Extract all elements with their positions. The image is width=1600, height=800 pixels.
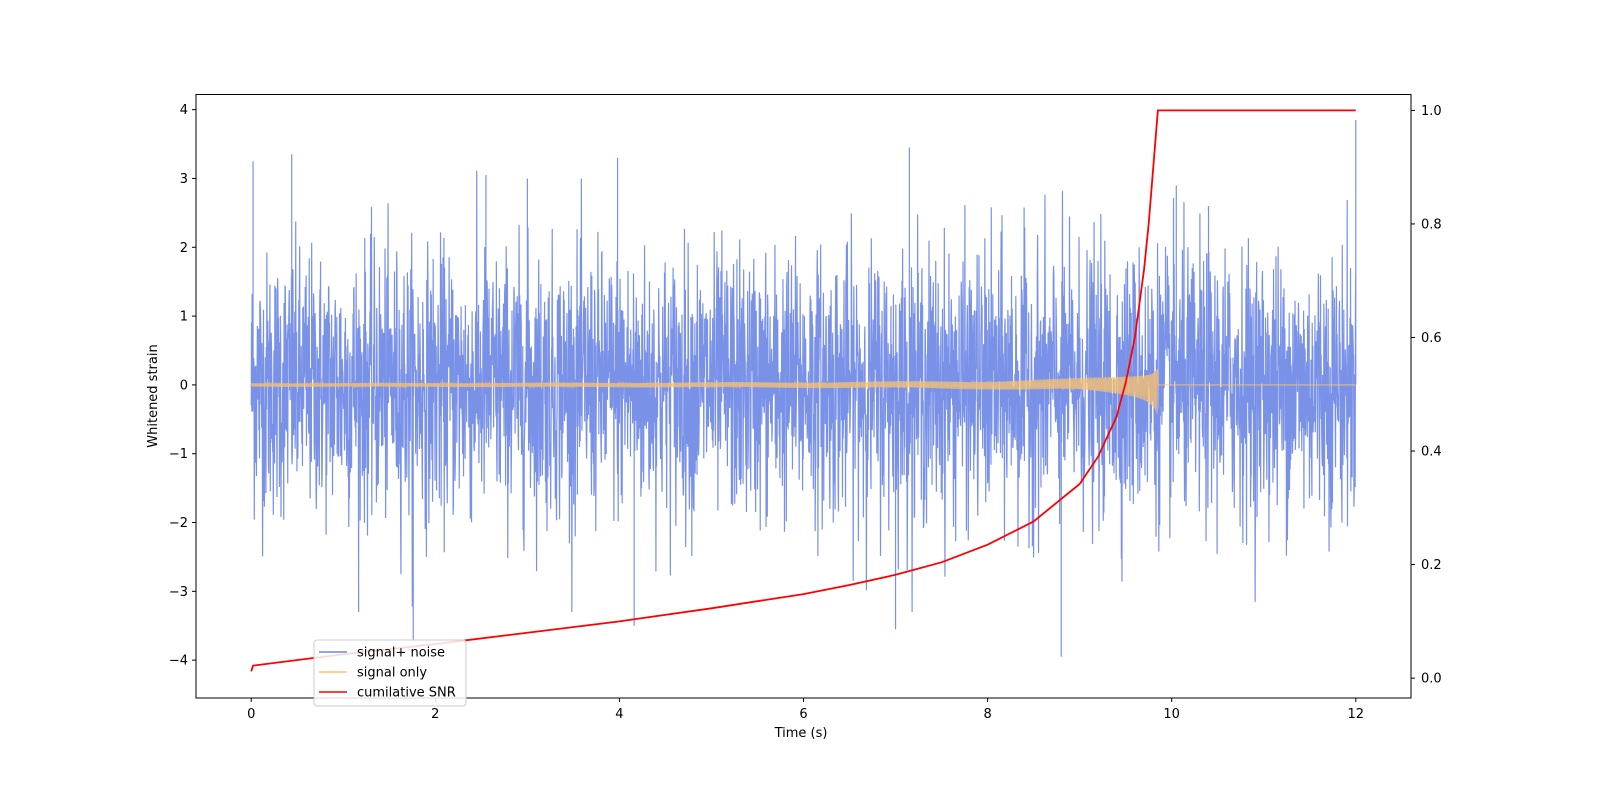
y-tick-label: 3 [180,172,188,187]
y2-tick-label: 1.0 [1421,104,1442,119]
x-tick-label: 0 [247,707,255,722]
series-signal-only [250,369,1356,414]
y-axis-left: −4 −3 −2 −1 0 1 2 3 4 [169,103,196,669]
y2-tick-label: 0.8 [1421,217,1442,232]
y-tick-label: 0 [180,378,188,393]
x-axis-label: Time (s) [774,726,828,741]
plot-area [250,109,1357,672]
y-tick-label: 4 [180,103,188,118]
x-tick-label: 2 [431,707,439,722]
y2-tick-label: 0.6 [1421,331,1442,346]
legend: signal+ noise signal only cumilative SNR [313,639,467,707]
y-tick-label: −1 [169,447,188,462]
x-tick-label: 6 [799,707,807,722]
y-tick-label: 1 [180,310,188,325]
x-tick-label: 10 [1163,707,1180,722]
y-tick-label: −2 [169,516,188,531]
legend-box [313,639,467,707]
legend-label-signal-only: signal only [357,666,427,681]
y2-tick-label: 0.4 [1421,445,1442,460]
y-tick-label: −3 [169,585,188,600]
legend-label-signal-noise: signal+ noise [357,646,445,661]
y-tick-label: 2 [180,241,188,256]
y-axis-label: Whitened strain [146,344,161,447]
y2-tick-label: 0.0 [1421,672,1442,687]
x-tick-label: 12 [1347,707,1364,722]
x-tick-label: 8 [983,707,991,722]
y-tick-label: −4 [169,654,188,669]
legend-label-cumulative-snr: cumilative SNR [357,686,456,701]
x-tick-label: 4 [615,707,623,722]
y-axis-right: 0.0 0.2 0.4 0.6 0.8 1.0 [1411,104,1442,687]
series-signal-noise [250,119,1357,657]
y2-tick-label: 0.2 [1421,558,1442,573]
series-cumulative-snr [250,109,1356,672]
